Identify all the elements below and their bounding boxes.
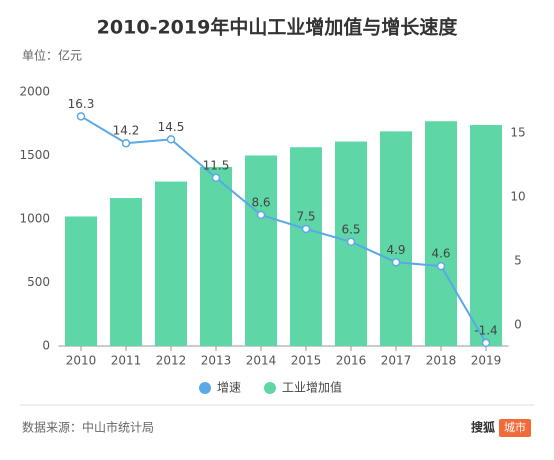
subtitle: 单位：亿元 [22, 48, 82, 63]
y2-tick-label: 15 [510, 125, 525, 139]
legend-marker [264, 382, 276, 394]
y-tick-label: 0 [42, 339, 50, 353]
x-tick-label: 2015 [291, 354, 322, 368]
x-tick-label: 2012 [156, 354, 187, 368]
data-label: 11.5 [203, 158, 230, 172]
x-tick-label: 2011 [111, 354, 142, 368]
bar [380, 131, 412, 346]
data-label: 8.6 [251, 195, 270, 209]
y2-tick-label: 10 [510, 189, 525, 203]
logo: 城市 [504, 420, 526, 434]
data-label: 7.5 [296, 209, 315, 223]
x-tick-label: 2018 [426, 354, 457, 368]
bar [470, 125, 502, 347]
y2-tick-label: 5 [514, 253, 522, 267]
x-tick-label: 2013 [201, 354, 232, 368]
bar [425, 121, 457, 347]
bar [200, 166, 232, 346]
source: 数据来源：中山市统计局 [22, 420, 154, 435]
data-label: 4.9 [386, 243, 405, 257]
y-tick-label: 1000 [19, 212, 50, 226]
line-point [346, 237, 356, 247]
line [80, 115, 487, 344]
data-label: 14.5 [158, 120, 185, 134]
data-label: 4.6 [431, 247, 450, 261]
legend-label: 增速 [217, 381, 241, 395]
y-tick-label: 2000 [19, 85, 50, 99]
line-point [256, 210, 266, 220]
y-tick-label: 500 [27, 275, 50, 289]
logo-badge [499, 419, 531, 437]
data-label: -1.4 [474, 323, 497, 337]
data-label: 14.2 [113, 124, 140, 138]
chart-title: 2010-2019年中山工业增加值与增长速度 [97, 16, 459, 39]
bar [65, 216, 97, 346]
line-point [211, 173, 221, 183]
bar [155, 181, 187, 346]
bar [290, 147, 322, 346]
x-tick-label: 2014 [246, 354, 277, 368]
bar [245, 155, 277, 346]
data-label: 6.5 [341, 222, 360, 236]
line-point [481, 338, 491, 348]
logo: 搜狐 [471, 420, 495, 435]
line-point [76, 112, 86, 121]
line-point [121, 138, 131, 148]
line-point [436, 261, 446, 271]
line-point [301, 224, 311, 234]
line-point [391, 258, 401, 267]
legend-marker [199, 382, 211, 394]
y2-tick-label: 0 [514, 318, 522, 332]
x-tick-label: 2010 [66, 354, 97, 368]
x-tick-label: 2016 [336, 354, 367, 368]
data-label: 16.3 [68, 97, 95, 111]
x-tick-label: 2017 [381, 354, 412, 368]
line-point [166, 135, 176, 144]
x-tick-label: 2019 [471, 354, 502, 368]
y-tick-label: 1500 [19, 148, 50, 162]
bar [110, 198, 142, 346]
legend-label: 工业增加值 [282, 380, 342, 395]
